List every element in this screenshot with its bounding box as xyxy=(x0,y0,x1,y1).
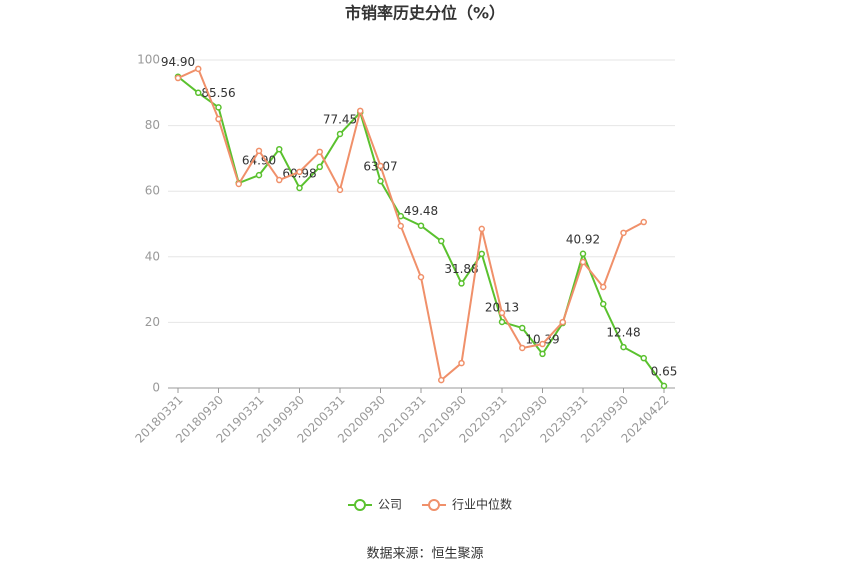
point xyxy=(215,104,222,111)
point xyxy=(438,376,445,384)
y-tick-label: 20 xyxy=(145,315,160,329)
point xyxy=(336,186,344,194)
point xyxy=(316,148,323,156)
data-label: 94.90 xyxy=(161,55,195,69)
point xyxy=(438,237,445,245)
point xyxy=(377,162,384,170)
point xyxy=(377,177,384,185)
legend-marker xyxy=(354,499,366,511)
data-label: 20.13 xyxy=(485,300,519,314)
point xyxy=(458,359,465,367)
data-label: 77.45 xyxy=(323,112,357,126)
point xyxy=(357,107,364,115)
point xyxy=(539,340,546,348)
point xyxy=(660,382,668,390)
point xyxy=(498,318,506,326)
point xyxy=(579,258,587,266)
point xyxy=(195,65,202,73)
point xyxy=(195,89,202,97)
point xyxy=(417,222,425,229)
y-tick-label: 100 xyxy=(137,53,160,67)
point xyxy=(215,115,222,123)
y-tick-label: 60 xyxy=(145,184,160,198)
point xyxy=(620,229,627,237)
point xyxy=(417,273,425,281)
y-tick-label: 0 xyxy=(152,381,160,395)
point xyxy=(559,318,566,326)
data-label: 0.65 xyxy=(651,364,678,378)
point xyxy=(296,184,303,192)
point xyxy=(478,250,485,258)
point xyxy=(276,145,283,153)
point xyxy=(276,176,283,184)
y-tick-label: 80 xyxy=(145,118,160,132)
point xyxy=(255,147,263,155)
point xyxy=(498,309,506,317)
source: 数据来源：恒生聚源 xyxy=(366,547,483,562)
point xyxy=(640,354,647,362)
legend-marker xyxy=(428,499,441,511)
point xyxy=(600,283,607,291)
point xyxy=(255,171,263,179)
legend-label: 行业中位数 xyxy=(452,497,512,512)
point xyxy=(519,344,526,352)
point xyxy=(539,350,546,358)
data-label: 12.48 xyxy=(606,326,640,340)
point xyxy=(579,250,587,258)
point xyxy=(296,168,303,176)
point xyxy=(174,74,182,82)
legend-label: 公司 xyxy=(378,498,402,512)
y-tick-label: 40 xyxy=(145,249,160,263)
chart-title: 市销率历史分位（%） xyxy=(345,4,505,23)
series-line xyxy=(177,67,645,382)
point xyxy=(478,225,485,233)
point xyxy=(519,324,526,332)
point xyxy=(336,130,344,138)
point xyxy=(458,280,465,287)
point xyxy=(316,163,323,171)
point xyxy=(600,300,607,308)
data-label: 64.90 xyxy=(242,154,276,168)
data-label: 49.48 xyxy=(404,204,438,218)
point xyxy=(620,343,627,351)
data-label: 31.88 xyxy=(444,262,478,276)
point xyxy=(235,180,242,188)
point xyxy=(397,222,404,230)
point xyxy=(640,218,647,226)
data-label: 40.92 xyxy=(566,232,600,246)
